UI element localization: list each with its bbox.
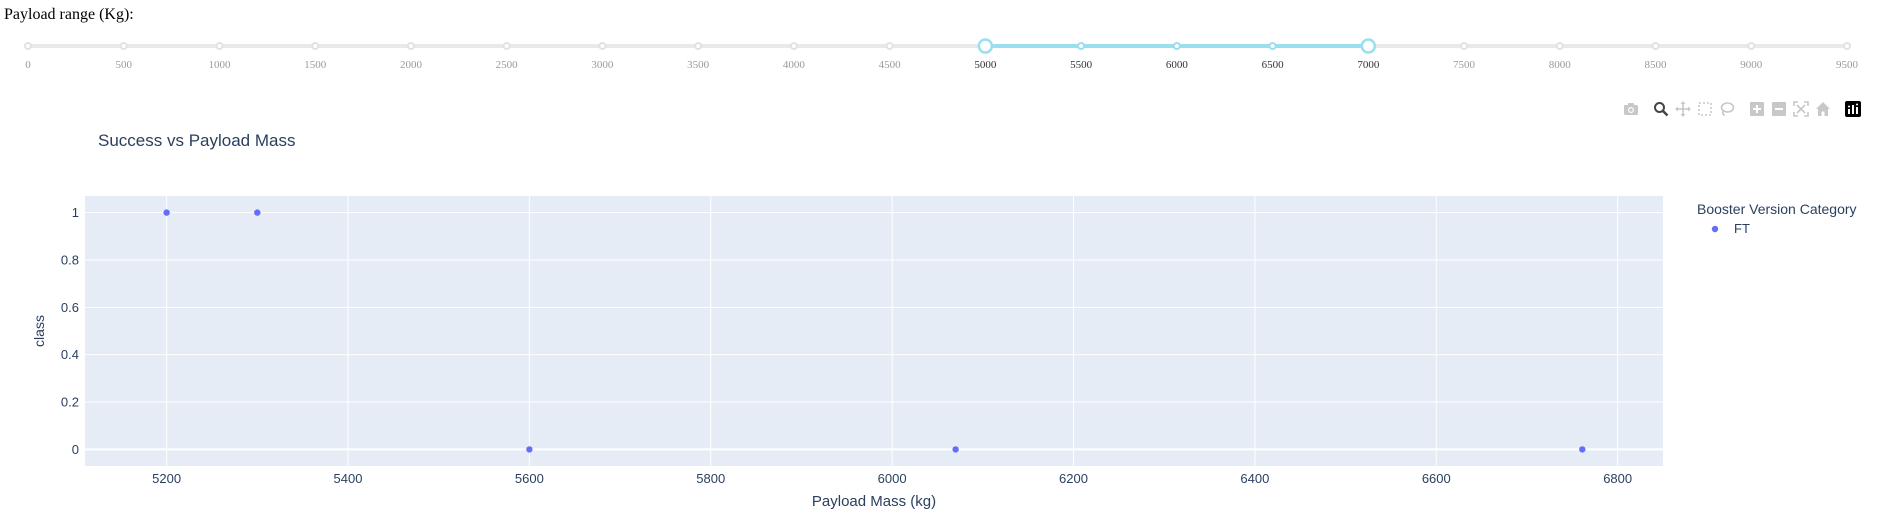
slider-mark-label: 4500 bbox=[879, 59, 902, 71]
camera-icon[interactable] bbox=[1620, 99, 1642, 119]
y-tick-label: 0.8 bbox=[61, 252, 79, 267]
payload-range-slider[interactable]: 0 500 1000 1500 2000 2500 3000 3500 4000 4500 5000… bbox=[0, 30, 1890, 75]
slider-mark-label: 1000 bbox=[208, 59, 231, 71]
slider-mark-dot[interactable] bbox=[789, 42, 798, 50]
legend: Booster Version Category FT bbox=[1697, 201, 1857, 236]
slider-handle-high[interactable] bbox=[1360, 38, 1377, 54]
x-tick-label: 6200 bbox=[1059, 471, 1088, 486]
legend-item-label[interactable]: FT bbox=[1734, 221, 1750, 236]
zoom-icon[interactable] bbox=[1650, 99, 1672, 119]
slider-mark-label: 500 bbox=[115, 59, 132, 71]
slider-mark-label: 6500 bbox=[1262, 59, 1285, 71]
reset-axes-icon[interactable] bbox=[1812, 99, 1834, 119]
y-axis-ticks: 0 0.2 0.4 0.6 0.8 1 bbox=[61, 205, 79, 457]
data-point[interactable] bbox=[1579, 446, 1586, 453]
x-tick-label: 5600 bbox=[515, 471, 544, 486]
slider-mark-label: 2000 bbox=[400, 59, 423, 71]
slider-mark-dot[interactable] bbox=[24, 42, 32, 50]
zoom-out-icon[interactable] bbox=[1768, 99, 1790, 119]
x-tick-label: 6600 bbox=[1422, 471, 1451, 486]
slider-mark-dot[interactable] bbox=[1651, 42, 1660, 50]
slider-mark-dot[interactable] bbox=[1843, 42, 1851, 50]
chart-title: Success vs Payload Mass bbox=[98, 131, 295, 150]
slider-mark-dot[interactable] bbox=[885, 42, 894, 50]
slider-mark-dot[interactable] bbox=[1747, 42, 1756, 50]
slider-mark-label: 9000 bbox=[1740, 59, 1763, 71]
slider-mark-label: 5500 bbox=[1070, 59, 1093, 71]
box-select-icon[interactable] bbox=[1694, 99, 1716, 119]
slider-mark-label: 4000 bbox=[783, 59, 806, 71]
y-tick-label: 1 bbox=[72, 205, 79, 220]
slider-mark-dot[interactable] bbox=[1460, 42, 1469, 50]
slider-mark-dot[interactable] bbox=[1077, 42, 1086, 50]
lasso-select-icon[interactable] bbox=[1716, 99, 1738, 119]
y-tick-label: 0.6 bbox=[61, 300, 79, 315]
slider-mark-dot[interactable] bbox=[1268, 42, 1277, 50]
grid-lines bbox=[85, 196, 1663, 466]
slider-mark-dot[interactable] bbox=[502, 42, 511, 50]
slider-mark-label: 7500 bbox=[1453, 59, 1476, 71]
slider-mark-label: 3000 bbox=[591, 59, 614, 71]
y-tick-label: 0.4 bbox=[61, 347, 79, 362]
slider-mark-label: 5000 bbox=[974, 59, 997, 71]
x-tick-label: 6400 bbox=[1240, 471, 1269, 486]
legend-title: Booster Version Category bbox=[1697, 201, 1857, 217]
slider-mark-dot[interactable] bbox=[311, 42, 320, 50]
slider-mark-label: 8000 bbox=[1549, 59, 1572, 71]
slider-mark-label: 8500 bbox=[1645, 59, 1668, 71]
y-tick-label: 0 bbox=[72, 442, 79, 457]
slider-mark-label: 2500 bbox=[496, 59, 519, 71]
data-point[interactable] bbox=[952, 446, 959, 453]
slider-mark-label: 1500 bbox=[304, 59, 327, 71]
slider-mark-label: 9500 bbox=[1836, 59, 1859, 71]
slider-mark-dot[interactable] bbox=[406, 42, 415, 50]
slider-handle-low[interactable] bbox=[977, 38, 994, 54]
x-tick-label: 5800 bbox=[696, 471, 725, 486]
slider-mark-dot[interactable] bbox=[598, 42, 607, 50]
data-point[interactable] bbox=[254, 209, 261, 216]
slider-mark-label: 7000 bbox=[1357, 59, 1380, 71]
modebar bbox=[1620, 99, 1864, 119]
slider-mark-dot[interactable] bbox=[119, 42, 128, 50]
scatter-chart: Success vs Payload Mass 0 0.2 0.4 0.6 0.8 1 5… bbox=[31, 131, 1857, 510]
data-point[interactable] bbox=[163, 209, 170, 216]
pan-icon[interactable] bbox=[1672, 99, 1694, 119]
slider-mark-label: 6000 bbox=[1166, 59, 1189, 71]
x-axis-ticks: 5200 5400 5600 5800 6000 6200 6400 6600 6800 bbox=[152, 471, 1632, 486]
y-tick-label: 0.2 bbox=[61, 395, 79, 410]
x-axis-label: Payload Mass (kg) bbox=[812, 493, 936, 510]
slider-mark-dot[interactable] bbox=[1555, 42, 1564, 50]
x-tick-label: 5400 bbox=[334, 471, 363, 486]
slider-mark-dot[interactable] bbox=[694, 42, 703, 50]
x-tick-label: 5200 bbox=[152, 471, 181, 486]
slider-mark-dot[interactable] bbox=[1172, 42, 1181, 50]
slider-label: Payload range (Kg): bbox=[4, 6, 134, 23]
data-points bbox=[163, 209, 1586, 453]
plot-area[interactable] bbox=[85, 196, 1663, 466]
legend-marker[interactable] bbox=[1711, 225, 1719, 233]
y-axis-label: class bbox=[31, 315, 47, 347]
plotly-logo-icon[interactable] bbox=[1842, 99, 1864, 119]
x-tick-label: 6800 bbox=[1603, 471, 1632, 486]
slider-mark-label: 3500 bbox=[687, 59, 710, 71]
autoscale-icon[interactable] bbox=[1790, 99, 1812, 119]
zoom-in-icon[interactable] bbox=[1746, 99, 1768, 119]
x-tick-label: 6000 bbox=[878, 471, 907, 486]
slider-mark-dot[interactable] bbox=[215, 42, 224, 50]
data-point[interactable] bbox=[526, 446, 533, 453]
slider-mark-label: 0 bbox=[25, 59, 31, 71]
